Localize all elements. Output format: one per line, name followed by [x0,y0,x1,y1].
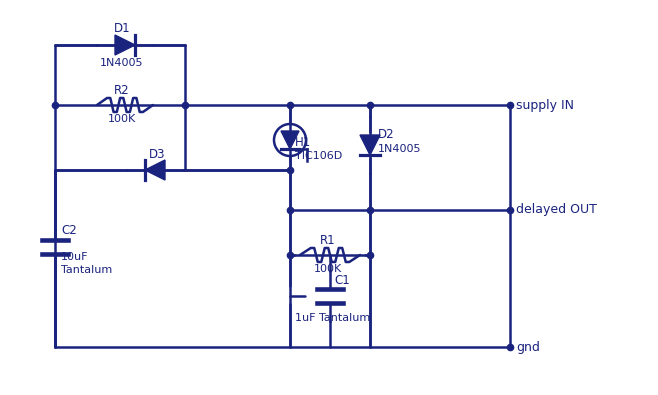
Text: D2: D2 [378,128,395,141]
Text: Tantalum: Tantalum [61,265,113,275]
Text: TIC106D: TIC106D [295,151,342,161]
Text: 1uF Tantalum: 1uF Tantalum [295,313,370,323]
Polygon shape [145,160,165,180]
Polygon shape [360,135,380,155]
Text: C1: C1 [334,273,350,286]
Text: 1N4005: 1N4005 [100,58,143,68]
Text: D1: D1 [114,23,130,36]
Text: R1: R1 [320,235,336,248]
Text: 10uF: 10uF [61,252,88,262]
Text: C2: C2 [61,224,77,237]
Text: D3: D3 [149,147,165,160]
Text: R2: R2 [114,85,130,98]
Text: delayed OUT: delayed OUT [516,203,597,216]
Polygon shape [281,131,299,149]
Text: supply IN: supply IN [516,98,574,111]
Text: H1: H1 [295,137,311,149]
Text: gnd: gnd [516,340,540,354]
Polygon shape [115,35,135,55]
Text: 1N4005: 1N4005 [378,144,422,154]
Text: 100K: 100K [314,264,342,274]
Text: 100K: 100K [108,114,136,124]
